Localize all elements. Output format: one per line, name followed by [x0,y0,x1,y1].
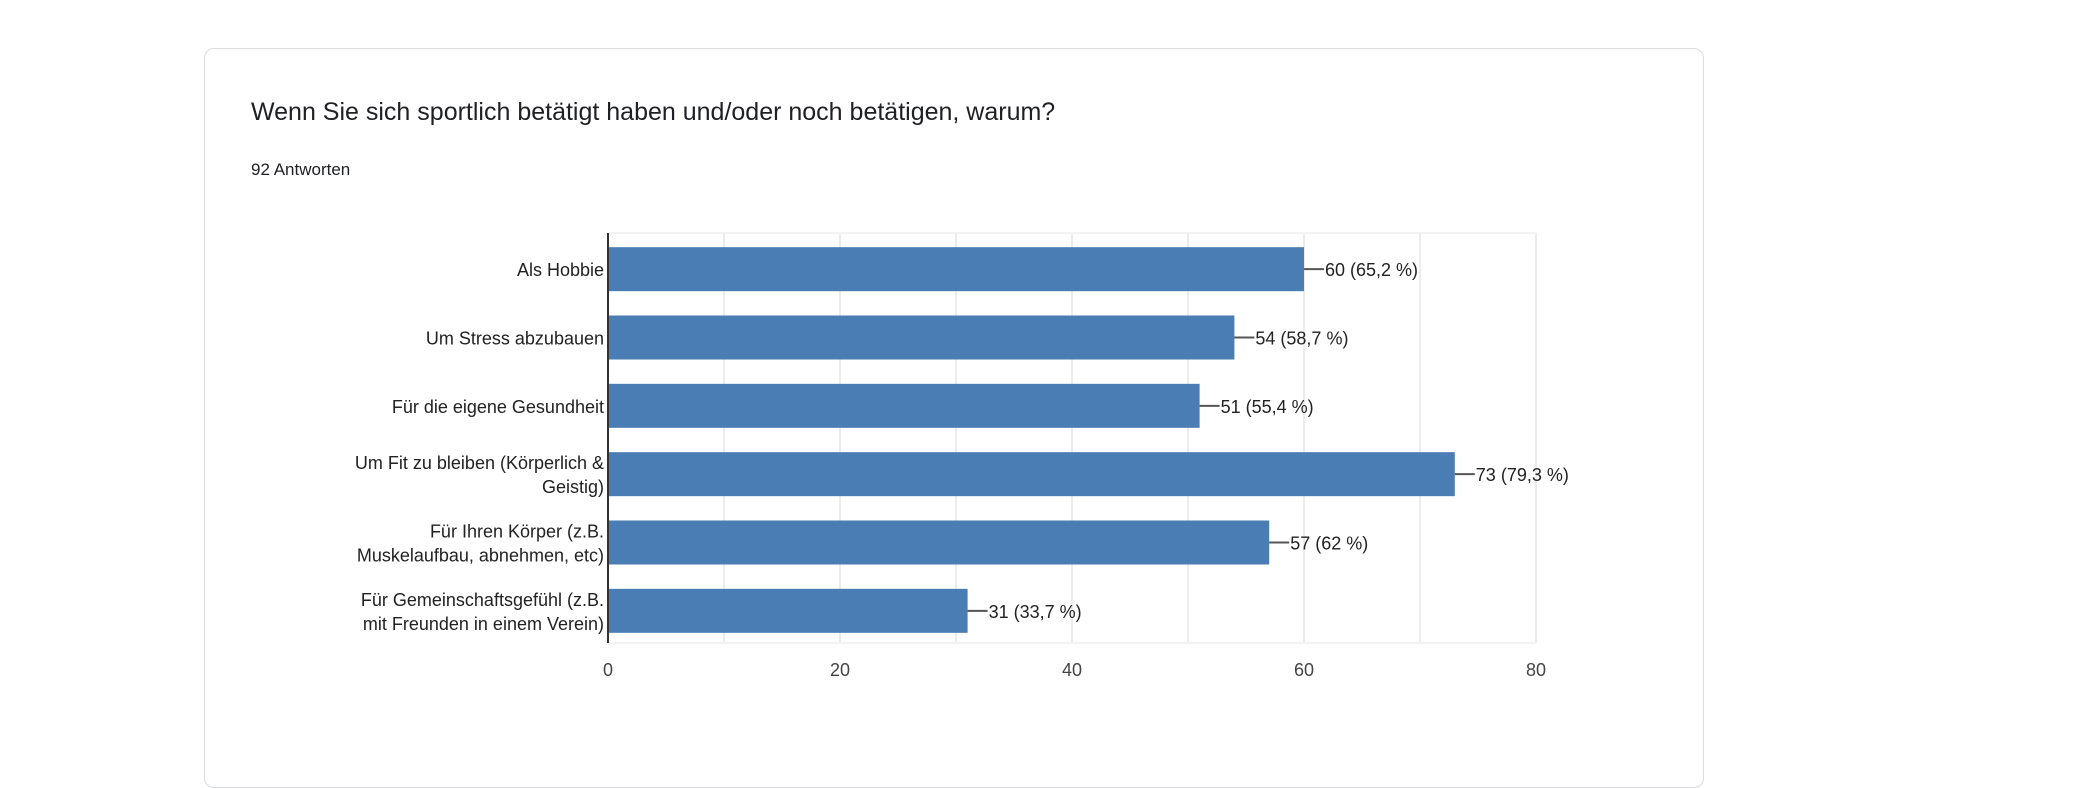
category-label: Für Ihren Körper (z.B. [430,522,604,542]
category-label: Geistig) [542,477,604,497]
data-label: 54 (58,7 %) [1255,329,1348,349]
data-label: 31 (33,7 %) [989,602,1082,622]
category-label: mit Freunden in einem Verein) [363,614,604,634]
bar [608,452,1455,497]
category-label: Für die eigene Gesundheit [392,397,604,417]
category-label: Für Gemeinschaftsgefühl (z.B. [361,590,604,610]
data-label: 73 (79,3 %) [1476,465,1569,485]
data-label: 60 (65,2 %) [1325,260,1418,280]
data-label: 57 (62 %) [1290,534,1368,554]
category-label: Muskelaufbau, abnehmen, etc) [357,546,604,566]
category-label: Als Hobbie [517,260,604,280]
x-tick-label: 20 [830,660,850,680]
bar-chart: 60 (65,2 %) Als Hobbie 54 (58,7 %) Um Stres… [355,232,1569,680]
x-tick-label: 40 [1062,660,1082,680]
data-label: 51 (55,4 %) [1221,397,1314,417]
question-title: Wenn Sie sich sportlich betätigt haben u… [251,98,1056,126]
bar [608,315,1235,360]
x-tick-label: 80 [1526,660,1546,680]
x-tick-label: 60 [1294,660,1314,680]
x-tick-label: 0 [603,660,613,680]
category-label: Um Fit zu bleiben (Körperlich & [355,453,604,473]
bar [608,383,1200,428]
response-count: 92 Antworten [251,160,351,179]
bar [608,520,1270,565]
category-label: Um Stress abzubauen [426,329,604,349]
bar [608,247,1304,292]
bar [608,588,968,633]
